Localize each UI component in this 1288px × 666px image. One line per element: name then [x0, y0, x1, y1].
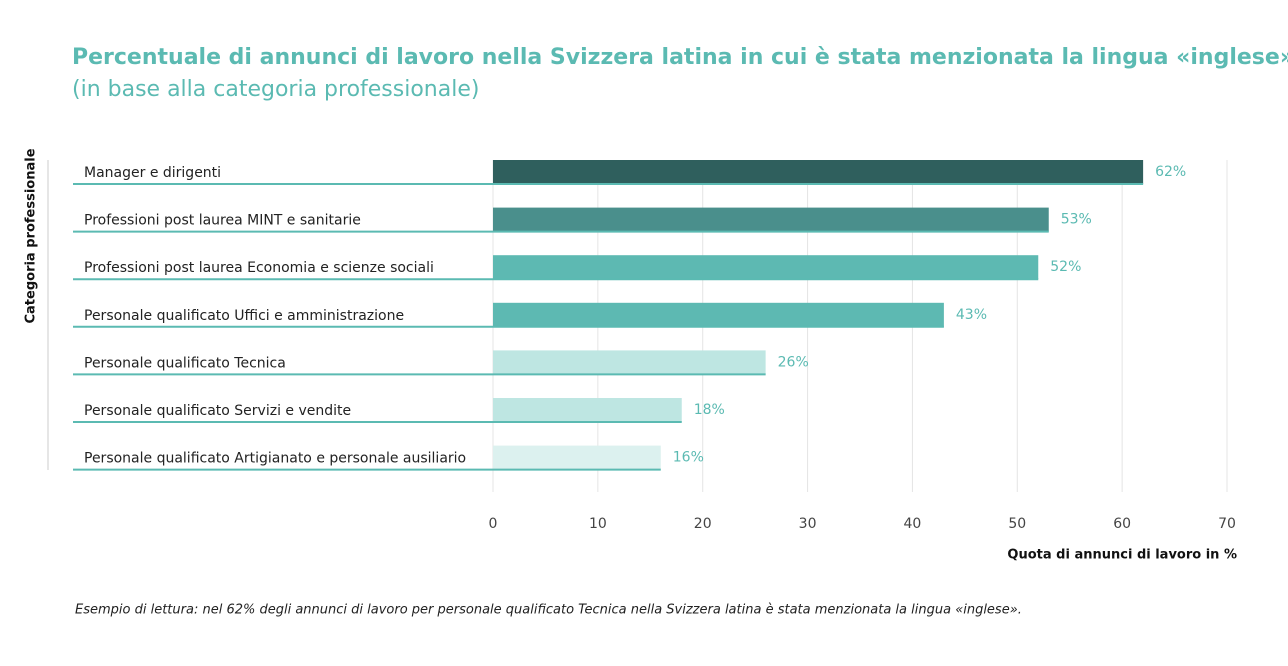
chart-title: Percentuale di annunci di lavoro nella S…	[72, 45, 1288, 70]
bar	[493, 350, 766, 375]
category-label: Personale qualificato Tecnica	[84, 355, 286, 371]
value-label: 52%	[1050, 259, 1081, 275]
category-label: Personale qualificato Artigianato e pers…	[84, 451, 466, 467]
bar	[493, 207, 1049, 232]
x-tick-label: 0	[489, 516, 498, 532]
x-tick-label: 70	[1218, 516, 1236, 532]
category-label: Professioni post laurea MINT e sanitarie	[84, 213, 361, 229]
category-label: Personale qualificato Servizi e vendite	[84, 403, 351, 419]
category-label: Personale qualificato Uffici e amministr…	[84, 308, 404, 324]
x-axis-label: Quota di annunci di lavoro in %	[1007, 548, 1237, 563]
x-tick-label: 10	[589, 516, 607, 532]
value-label: 53%	[1061, 212, 1092, 228]
value-label: 62%	[1155, 164, 1186, 180]
chart-subtitle: (in base alla categoria professionale)	[72, 77, 479, 102]
value-label: 43%	[956, 307, 987, 323]
x-tick-label: 20	[694, 516, 712, 532]
category-label: Manager e dirigenti	[84, 165, 221, 181]
bar	[493, 302, 944, 327]
x-tick-label: 30	[799, 516, 817, 532]
value-label: 26%	[778, 354, 809, 370]
x-tick-label: 60	[1113, 516, 1131, 532]
x-tick-label: 40	[904, 516, 922, 532]
category-label: Professioni post laurea Economia e scien…	[84, 260, 434, 276]
bar	[493, 160, 1144, 184]
bar	[493, 445, 661, 470]
value-label: 18%	[694, 402, 725, 418]
y-axis-label: Categoria professionale	[24, 148, 39, 323]
bar	[493, 255, 1039, 280]
bar	[493, 398, 682, 422]
x-tick-label: 50	[1008, 516, 1026, 532]
value-label: 16%	[673, 450, 704, 466]
footnote: Esempio di lettura: nel 62% degli annunc…	[75, 603, 1022, 618]
